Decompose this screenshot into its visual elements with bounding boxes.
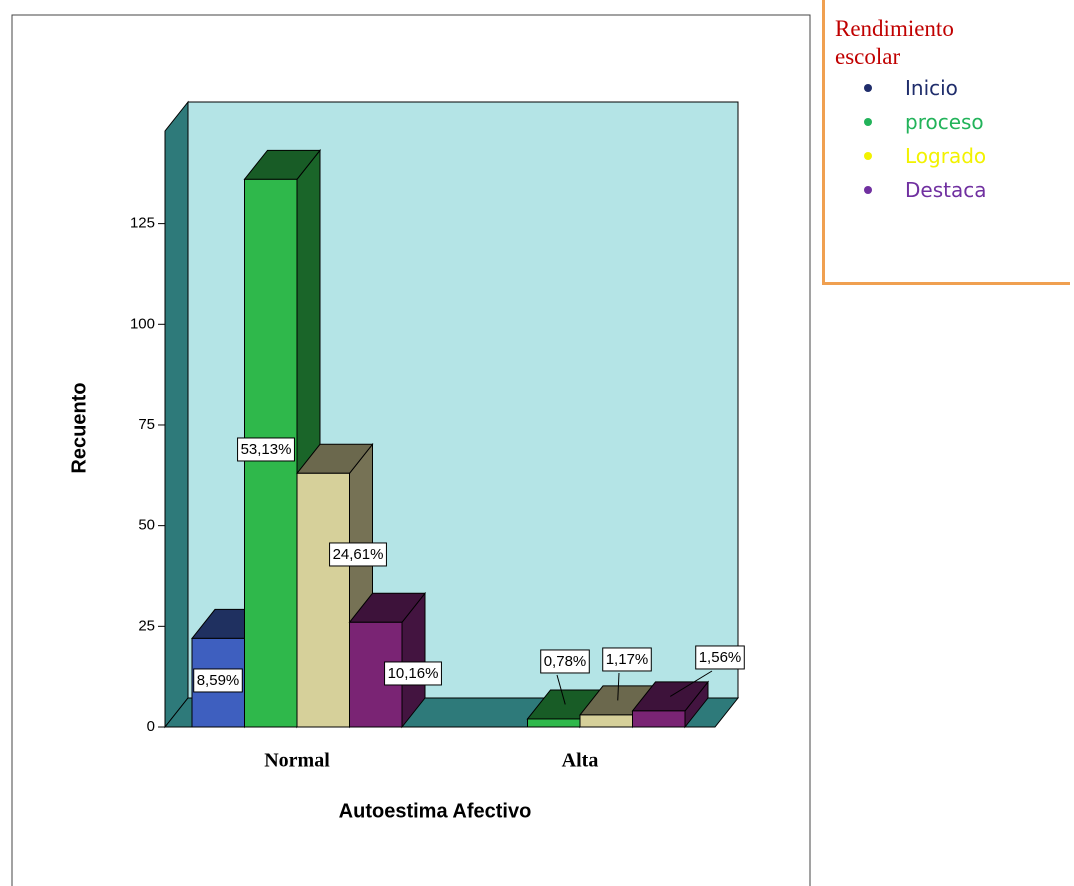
x-tick-label: Normal — [264, 750, 330, 772]
value-label-box — [237, 437, 295, 462]
legend-item: Inicio — [864, 71, 1070, 105]
value-label-box — [384, 661, 442, 686]
leader-line — [617, 672, 620, 701]
value-label: 24,61% — [333, 546, 384, 563]
y-tick-label: 75 — [138, 416, 155, 433]
y-axis-title: Recuento — [68, 382, 90, 473]
bar — [527, 718, 581, 728]
legend-item: proceso — [864, 105, 1070, 139]
value-label: 53,13% — [241, 441, 292, 458]
leader-line — [556, 674, 566, 705]
legend: Rendimiento escolar Inicio proceso Logrado… — [822, 0, 1070, 285]
legend-title: Rendimiento escolar — [835, 16, 954, 69]
legend-item: Destaca — [864, 173, 1070, 207]
bar — [296, 472, 350, 728]
value-label-box — [540, 649, 590, 674]
value-label-box — [193, 668, 243, 693]
bar — [632, 710, 686, 728]
value-label: 1,17% — [606, 651, 649, 668]
y-tick-label: 100 — [130, 315, 155, 332]
value-label-box — [602, 647, 652, 672]
legend-items: Inicio proceso Logrado Destaca — [825, 71, 1070, 207]
y-tick-label: 25 — [138, 617, 155, 634]
value-label-box — [695, 645, 745, 670]
value-label: 1,56% — [699, 649, 742, 666]
left-wall — [164, 100, 189, 729]
value-label: 8,59% — [197, 672, 240, 689]
legend-item: Logrado — [864, 139, 1070, 173]
value-label: 10,16% — [388, 665, 439, 682]
y-tick-label: 0 — [147, 718, 155, 735]
y-tick-label: 125 — [130, 215, 155, 232]
leader-line — [669, 670, 713, 697]
x-tick-label: Alta — [562, 750, 599, 772]
value-label-box — [329, 542, 387, 567]
x-axis-title: Autoestima Afectivo — [339, 800, 532, 822]
bar — [579, 714, 633, 728]
y-tick-label: 50 — [138, 517, 155, 534]
value-label: 0,78% — [544, 653, 587, 670]
